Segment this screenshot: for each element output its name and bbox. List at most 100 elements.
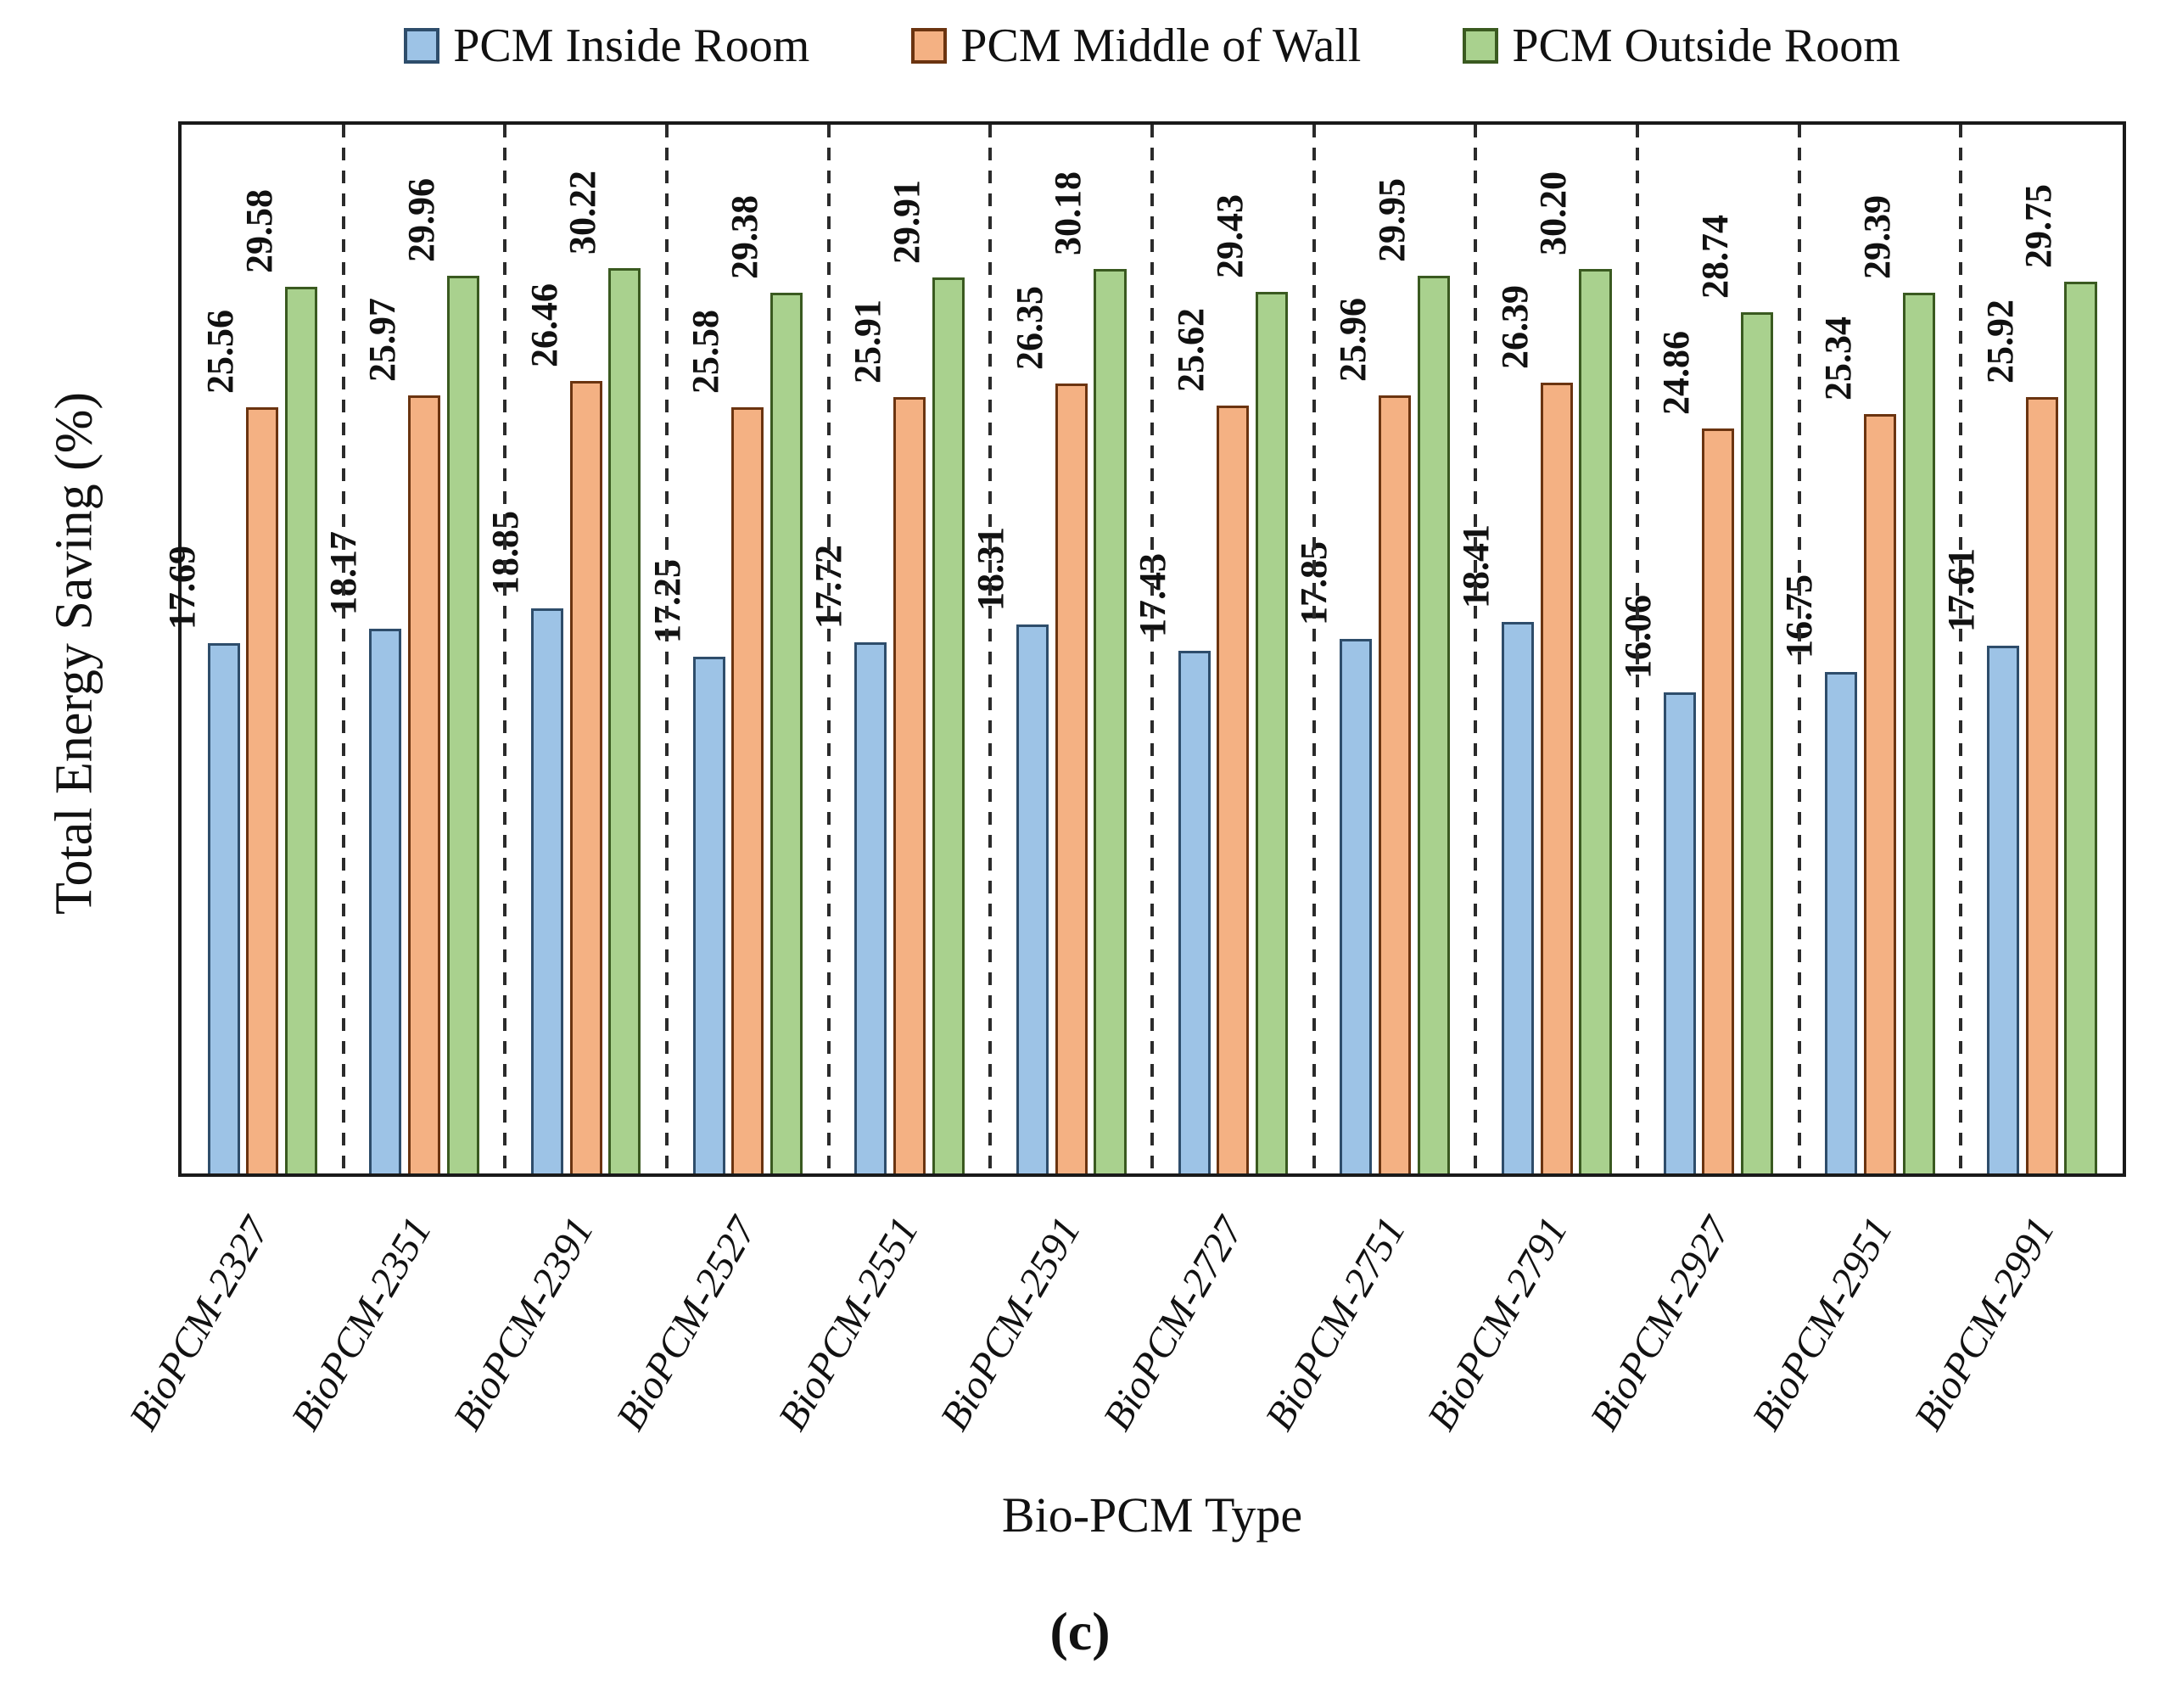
bar-pcm-middle-of-wall [893, 397, 926, 1173]
value-label: 25.58 [685, 309, 727, 394]
value-label: 25.91 [846, 300, 888, 384]
value-label: 25.92 [1978, 299, 2021, 384]
group-separator [1636, 125, 1639, 1173]
group-separator [503, 125, 507, 1173]
bar-pcm-middle-of-wall [2025, 396, 2058, 1173]
group-separator [1150, 125, 1154, 1173]
legend-swatch-icon [1463, 28, 1499, 64]
bar-pcm-outside-room [1256, 291, 1289, 1173]
x-tick-label: BioPCM-2727 [1094, 1209, 1252, 1438]
value-label: 29.91 [885, 179, 927, 264]
bar-pcm-outside-room [1741, 312, 1774, 1173]
x-tick-label: BioPCM-2527 [607, 1209, 765, 1438]
bar-group: 17.72 25.91 29.91 [808, 125, 991, 1173]
bar-group: 16.75 25.34 29.39 [1778, 125, 1961, 1173]
bar-pcm-inside-room [1663, 692, 1696, 1173]
group-separator [988, 125, 993, 1173]
bar-pcm-outside-room [932, 277, 965, 1173]
group-separator [1797, 125, 1801, 1173]
bar-pcm-inside-room [1501, 621, 1534, 1173]
legend-item-pcm-inside-room: PCM Inside Room [404, 22, 809, 70]
bar-pcm-outside-room [1902, 293, 1935, 1173]
value-label: 29.58 [238, 189, 281, 274]
x-tick-label: BioPCM-2951 [1743, 1209, 1902, 1438]
bar-pcm-middle-of-wall [731, 406, 764, 1173]
bar-pcm-middle-of-wall [1055, 384, 1088, 1173]
plot-area: 17.69 25.56 29.58 18.17 25.97 29.96 18.85 26.46… [161, 121, 2126, 1177]
value-label: 30.18 [1047, 171, 1089, 256]
bar-pcm-outside-room [770, 293, 803, 1173]
value-label: 29.75 [2017, 184, 2060, 269]
x-tick-label: BioPCM-2351 [283, 1209, 441, 1438]
value-label: 25.62 [1170, 308, 1212, 393]
value-label: 29.38 [724, 195, 766, 280]
group-separator [826, 125, 831, 1173]
x-tick-label: BioPCM-2391 [445, 1209, 603, 1438]
x-axis-title: Bio-PCM Type [1001, 1487, 1303, 1543]
x-tick-label: BioPCM-2327 [120, 1209, 278, 1438]
legend-label: PCM Outside Room [1512, 20, 1900, 72]
value-label: 17.69 [160, 546, 203, 630]
bar-pcm-outside-room [2064, 282, 2097, 1173]
bar-pcm-inside-room [1986, 646, 2020, 1173]
value-label: 26.35 [1008, 286, 1050, 371]
bar-pcm-outside-room [608, 267, 641, 1173]
bar-pcm-inside-room [530, 608, 563, 1173]
x-tick-label: BioPCM-2791 [1419, 1209, 1577, 1438]
bar-pcm-middle-of-wall [569, 380, 602, 1173]
bar-pcm-middle-of-wall [246, 407, 279, 1173]
legend-item-pcm-outside-room: PCM Outside Room [1463, 22, 1900, 70]
value-label: 25.56 [199, 310, 242, 395]
bar-pcm-middle-of-wall [1702, 428, 1735, 1173]
legend-swatch-icon [911, 28, 948, 64]
bar-group: 18.17 25.97 29.96 [322, 125, 506, 1173]
value-label: 26.46 [523, 283, 565, 367]
bar-group: 18.31 26.35 30.18 [970, 125, 1152, 1173]
bar-pcm-middle-of-wall [1863, 414, 1897, 1173]
bar-pcm-outside-room [1579, 268, 1612, 1173]
bar-pcm-inside-room [1178, 651, 1211, 1173]
legend-label: PCM Inside Room [453, 20, 810, 72]
value-label: 28.74 [1694, 215, 1737, 300]
x-tick-label: BioPCM-2591 [932, 1209, 1090, 1438]
bar-pcm-inside-room [1825, 671, 1858, 1173]
group-separator [1959, 125, 1963, 1173]
legend-swatch-icon [404, 28, 440, 64]
bar-pcm-middle-of-wall [407, 395, 441, 1173]
figure-caption: (c) [1049, 1601, 1111, 1661]
y-axis-title: Total Energy Saving (%) [45, 391, 104, 916]
group-separator [341, 125, 345, 1173]
bar-group: 17.69 25.56 29.58 [161, 125, 344, 1173]
x-tick-label: BioPCM-2927 [1581, 1209, 1739, 1438]
bar-pcm-middle-of-wall [1378, 395, 1412, 1173]
x-tick-label: BioPCM-2991 [1905, 1209, 2064, 1438]
bar-group: 17.43 25.62 29.43 [1132, 125, 1314, 1173]
bar-group: 18.41 26.39 30.20 [1455, 125, 1637, 1173]
value-label: 29.96 [400, 177, 442, 262]
group-separator [1474, 125, 1478, 1173]
bar-pcm-inside-room [854, 642, 887, 1173]
bar-pcm-inside-room [369, 629, 402, 1173]
bar-pcm-inside-room [692, 656, 725, 1173]
value-label: 25.96 [1331, 298, 1374, 383]
value-label: 29.95 [1370, 178, 1413, 263]
value-label: 29.43 [1209, 193, 1251, 278]
bar-group: 16.06 24.86 28.74 [1617, 125, 1799, 1173]
group-separator [665, 125, 669, 1173]
bar-pcm-outside-room [1417, 276, 1450, 1173]
bar-group: 18.85 26.46 30.22 [484, 125, 667, 1173]
bar-pcm-outside-room [446, 275, 479, 1173]
value-label: 24.86 [1655, 331, 1698, 416]
x-tick-label: BioPCM-2751 [1256, 1209, 1415, 1438]
bar-group: 17.25 25.58 29.38 [646, 125, 829, 1173]
x-tick-labels: BioPCM-2327 BioPCM-2351 BioPCM-2391 BioPCM-… [120, 1184, 2126, 1489]
bar-group: 17.85 25.96 29.95 [1293, 125, 1476, 1173]
bar-pcm-middle-of-wall [1217, 406, 1250, 1173]
bar-pcm-inside-room [1016, 624, 1049, 1173]
value-label: 29.39 [1855, 195, 1898, 280]
bar-pcm-outside-room [1094, 269, 1127, 1173]
value-label: 30.22 [562, 170, 604, 255]
bar-groups-row: 17.69 25.56 29.58 18.17 25.97 29.96 18.85 26.46… [161, 125, 2123, 1173]
bar-pcm-middle-of-wall [1540, 383, 1573, 1173]
